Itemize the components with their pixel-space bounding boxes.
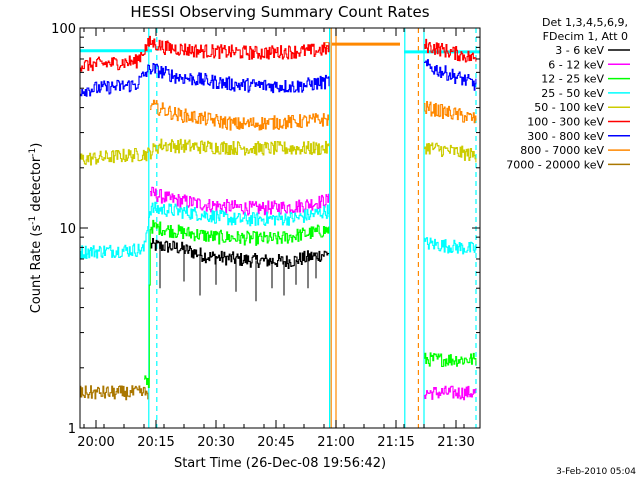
series-3 bbox=[80, 201, 477, 259]
series-6-segment-1 bbox=[424, 59, 477, 91]
legend-row-5: 100 - 300 keV bbox=[527, 116, 630, 129]
footer-date: 3-Feb-2010 05:04 bbox=[556, 467, 636, 477]
legend-label-2: 12 - 25 keV bbox=[541, 73, 604, 86]
x-tick-label-5: 21:15 bbox=[377, 435, 414, 450]
plot-area: S bbox=[80, 28, 480, 428]
legend-label-4: 50 - 100 keV bbox=[534, 101, 604, 114]
legend-row-4: 50 - 100 keV bbox=[534, 101, 630, 114]
legend-label-5: 100 - 300 keV bbox=[527, 116, 604, 129]
series-3-segment-0 bbox=[80, 201, 330, 259]
chart-title: HESSI Observing Summary Count Rates bbox=[130, 3, 429, 21]
series-8-segment-0 bbox=[80, 385, 149, 401]
series-2-segment-0 bbox=[144, 219, 330, 389]
series-5-segment-0 bbox=[80, 35, 330, 72]
x-tick-label-2: 20:30 bbox=[197, 435, 234, 450]
legend-row-6: 300 - 800 keV bbox=[527, 130, 630, 143]
x-tick-label-4: 21:00 bbox=[317, 435, 354, 450]
series-0-segment-0 bbox=[150, 237, 330, 269]
series-4 bbox=[80, 138, 477, 166]
axes: 1 10 100 20:00 20:15 20:30 20:45 21:00 21:15 21:3… bbox=[51, 22, 481, 450]
legend-label-6: 300 - 800 keV bbox=[527, 130, 604, 143]
legend-header-line-1: Det 1,3,4,5,6,9, bbox=[542, 16, 628, 29]
legend-label-3: 25 - 50 keV bbox=[541, 87, 604, 100]
y-axis-label: Count Rate (s-1 detector-1) bbox=[28, 143, 44, 314]
x-tick-label-3: 20:45 bbox=[257, 435, 294, 450]
series-2-segment-1 bbox=[424, 352, 477, 368]
legend-label-0: 3 - 6 keV bbox=[555, 44, 604, 57]
series-7-segment-0 bbox=[150, 99, 330, 131]
legend-row-1: 6 - 12 keV bbox=[548, 58, 630, 71]
y-tick-label-2: 100 bbox=[51, 22, 76, 37]
legend-row-8: 7000 - 20000 keV bbox=[506, 158, 630, 171]
x-tick-label-0: 20:00 bbox=[77, 435, 114, 450]
legend-row-3: 25 - 50 keV bbox=[541, 87, 630, 100]
legend-header-line-2: FDecim 1, Att 0 bbox=[543, 30, 628, 43]
series-0 bbox=[150, 237, 330, 302]
series-2 bbox=[144, 219, 477, 389]
legend: Det 1,3,4,5,6,9, FDecim 1, Att 0 3 - 6 k… bbox=[506, 16, 630, 171]
series-6 bbox=[80, 59, 477, 97]
series-1 bbox=[150, 186, 477, 401]
series-7 bbox=[150, 99, 477, 131]
series-5 bbox=[80, 35, 477, 72]
y-tick-label-1: 10 bbox=[59, 222, 76, 237]
x-tick-label-6: 21:30 bbox=[437, 435, 474, 450]
series-3-segment-1 bbox=[424, 237, 477, 255]
legend-label-1: 6 - 12 keV bbox=[548, 58, 604, 71]
series-6-segment-0 bbox=[80, 63, 330, 97]
series-4-segment-0 bbox=[80, 138, 330, 166]
legend-label-7: 800 - 7000 keV bbox=[520, 144, 604, 157]
series-4-segment-1 bbox=[424, 142, 477, 163]
series-1-segment-1 bbox=[424, 385, 477, 401]
series-5-segment-1 bbox=[424, 38, 477, 63]
x-axis-label: Start Time (26-Dec-08 19:56:42) bbox=[174, 456, 386, 471]
series-1-segment-0 bbox=[150, 186, 330, 216]
series-7-segment-1 bbox=[424, 101, 477, 124]
legend-label-8: 7000 - 20000 keV bbox=[506, 158, 604, 171]
legend-row-2: 12 - 25 keV bbox=[541, 73, 630, 86]
legend-row-0: 3 - 6 keV bbox=[555, 44, 630, 57]
legend-row-7: 800 - 7000 keV bbox=[520, 144, 630, 157]
series-8 bbox=[80, 385, 149, 401]
x-tick-label-1: 20:15 bbox=[137, 435, 174, 450]
y-tick-label-0: 1 bbox=[68, 422, 76, 437]
